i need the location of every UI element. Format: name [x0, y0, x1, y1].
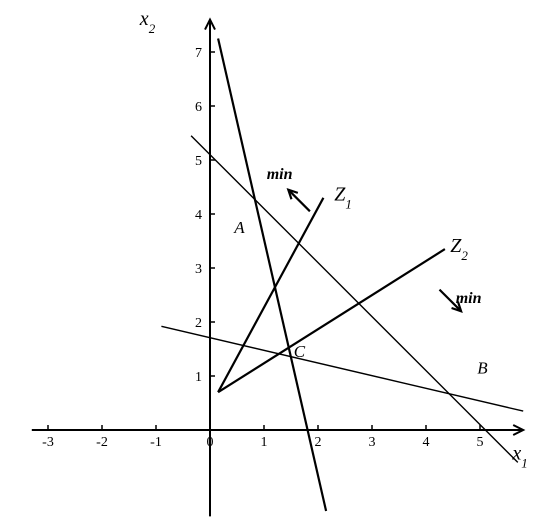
label-B: B	[477, 358, 488, 377]
xtick--3: -3	[42, 435, 54, 450]
xtick--2: -2	[96, 435, 108, 450]
xtick--1: -1	[150, 435, 162, 450]
label-C: C	[294, 342, 306, 361]
axis-label-x: x1	[511, 443, 527, 471]
xtick-5: 5	[477, 435, 484, 450]
ytick-3: 3	[195, 262, 202, 277]
label-Z2: Z2	[450, 235, 468, 262]
label-A: A	[233, 218, 245, 237]
ytick-5: 5	[195, 154, 202, 169]
ray-Z2	[218, 249, 445, 392]
label-min-Z2: min	[456, 290, 482, 307]
xtick-0: 0	[207, 435, 214, 450]
ytick-4: 4	[195, 208, 202, 223]
xtick-2: 2	[315, 435, 322, 450]
ytick-1: 1	[195, 370, 202, 385]
line-steep	[218, 39, 326, 512]
ytick-7: 7	[195, 46, 202, 61]
label-Z1: Z1	[334, 184, 352, 212]
axis-label-y: x2	[139, 8, 156, 36]
ytick-2: 2	[195, 316, 202, 331]
ytick-6: 6	[195, 100, 202, 115]
xtick-3: 3	[369, 435, 376, 450]
arrow-Z1	[288, 190, 310, 212]
line-shallow	[161, 326, 523, 411]
xtick-1: 1	[261, 435, 268, 450]
xtick-4: 4	[423, 435, 430, 450]
label-min-Z1: min	[267, 166, 293, 183]
